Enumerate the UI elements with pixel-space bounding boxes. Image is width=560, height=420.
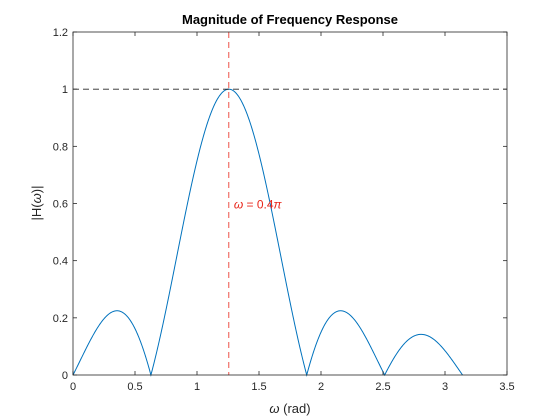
annotation-value: = 0.4 [243, 198, 274, 212]
y-tick-label: 0.4 [53, 256, 68, 268]
x-tick-label: 1 [194, 381, 200, 393]
x-tick-label: 1.5 [251, 381, 266, 393]
x-tick-label: 2.5 [375, 381, 390, 393]
peak-frequency-annotation: ω = 0.4π [234, 198, 283, 212]
x-tick-label: 2 [318, 381, 324, 393]
x-tick-label: 0.5 [127, 381, 142, 393]
x-axis-label-unit: (rad) [280, 401, 311, 416]
annotation-omega: ω [234, 198, 243, 212]
x-axis-label: ω (rad) [269, 401, 310, 416]
x-axis-label-symbol: ω [269, 401, 279, 416]
magnitude-response-line [72, 88, 463, 377]
reference-lines-layer [73, 32, 507, 375]
x-tick-label: 3.5 [499, 381, 514, 393]
y-axis-label-prefix: |H( [29, 203, 44, 221]
y-tick-label: 0 [62, 370, 68, 382]
annotation-pi: π [274, 198, 283, 212]
y-ticks-layer: 0 0.2 0.4 0.6 0.8 1 1.2 [53, 27, 507, 382]
x-tick-label: 0 [70, 381, 76, 393]
y-axis-label-suffix: )| [29, 186, 44, 194]
y-tick-label: 0.6 [53, 199, 68, 211]
y-tick-label: 1.2 [53, 27, 68, 39]
y-axis-label-symbol: ω [29, 193, 44, 203]
x-tick-label: 3 [442, 381, 448, 393]
chart-title: Magnitude of Frequency Response [182, 12, 398, 27]
x-ticks-layer: 0 0.5 1 1.5 2 2.5 3 3.5 [70, 32, 515, 393]
y-tick-label: 1 [62, 84, 68, 96]
y-tick-label: 0.2 [53, 313, 68, 325]
y-axis-label: |H(ω)| [29, 186, 44, 221]
curve-layer [72, 88, 463, 377]
y-tick-label: 0.8 [53, 141, 68, 153]
plot-area-background [73, 32, 507, 375]
